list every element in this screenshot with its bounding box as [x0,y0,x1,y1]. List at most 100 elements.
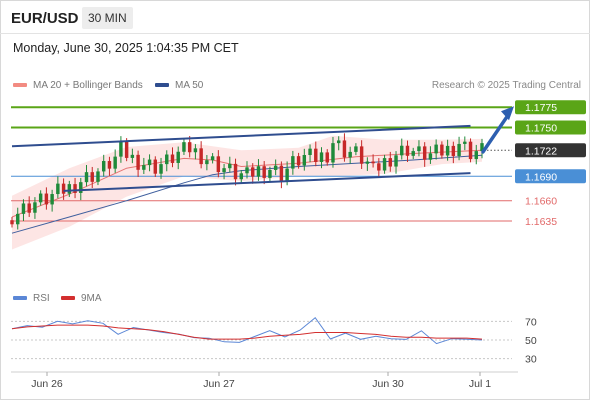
level-label-1.1722: 1.1722 [525,145,557,157]
candle-body [400,145,404,156]
x-tick-label: Jun 30 [372,378,404,390]
candle-body [119,141,123,157]
candle-body [101,161,106,172]
candle-body [463,141,467,144]
candle-body [222,168,226,173]
channel-layer [11,106,514,192]
candle-body [199,148,203,165]
ma50-label: MA 50 [175,80,204,91]
forecast-arrow-head [501,106,514,121]
symbol-title: EUR/USD [11,10,79,27]
level-label-1.1750: 1.1750 [525,123,557,135]
rsi-label: RSI [33,293,50,304]
candle-body [107,161,112,169]
candle-body [365,161,370,164]
bollinger-label: MA 20 + Bollinger Bands [33,80,143,91]
candle-body [33,202,37,213]
level-labels-layer: 1.1775 1.1750 1.1722 1.1690 1.1660 1.1635 [515,100,586,228]
timeframe-badge[interactable]: 30 MIN [82,7,133,29]
x-tick-label: Jul 1 [469,378,491,390]
candle-body [388,158,393,167]
level-badge-1.1722 [515,143,586,158]
candle-body [251,167,255,177]
candle-body [142,165,146,170]
candle-body [296,156,301,166]
candle-body [159,164,163,174]
candle-body [308,148,312,156]
bollinger-band-layer [12,135,482,250]
chart-header: EUR/USD 30 MIN [0,0,590,38]
candle-body [96,171,100,182]
x-tick-label: Jun 27 [203,378,235,390]
candle-body [325,152,329,163]
candle-body [61,183,66,194]
candle-body [50,194,54,205]
candle-body [474,151,478,160]
timestamp: Monday, June 30, 2025 1:04:35 PM CET [13,41,239,55]
candle-body [21,203,26,214]
candle-body [239,173,243,180]
candle-body [428,153,433,160]
candle-body [210,156,215,161]
credit-text: Research © 2025 Trading Central [431,80,581,91]
candle-body [468,141,473,160]
rsi-series-line-RSI [11,316,483,345]
candle-body [90,172,94,182]
candle-body [348,151,352,158]
candle-body [216,156,221,173]
candle-body [457,143,461,156]
legend-ma50: MA 50 [155,80,203,91]
candle-body [354,146,358,152]
candle-body [434,144,438,154]
candle-body [147,159,152,166]
candle-body [445,145,450,156]
candle-body [268,169,272,178]
candle-body [67,184,72,194]
candle-body [233,163,238,180]
candle-body [10,220,14,225]
candles-layer [10,133,484,230]
rsi-panel: 70 50 30 [11,316,537,366]
candle-body [480,143,484,152]
candle-body [193,148,198,153]
candle-body [411,151,415,156]
candle-body [182,142,186,152]
candle-body [84,172,89,183]
candle-body [359,146,364,164]
rsi-swatch [13,296,27,301]
candle-body [331,143,335,163]
candle-body [405,145,410,156]
candle-body [228,163,232,169]
candle-body [336,140,341,144]
channel-lower-line [63,172,471,192]
legend-bollinger: MA 20 + Bollinger Bands [13,80,143,91]
candle-body [245,167,249,174]
rsi-ma-swatch [61,296,75,301]
candle-body [113,156,117,169]
candle-body [422,146,427,160]
candle-body [262,166,266,178]
x-tick-label: Jun 26 [31,378,63,390]
x-axis: Jun 26 Jun 27 Jun 30 Jul 1 [11,371,518,390]
channel-upper-line [11,124,471,148]
candle-body [302,155,307,166]
bollinger-swatch [13,83,27,88]
rsi-series-line-9MA [11,324,483,340]
candle-body [165,154,169,165]
candle-body [394,155,398,167]
level-label-1.1635: 1.1635 [525,216,557,228]
candle-body [153,159,158,174]
candle-body [56,183,60,195]
candle-body [16,213,20,225]
candle-body [73,184,77,193]
candle-body [371,161,375,164]
candle-body [136,154,140,170]
candle-body [342,140,347,158]
candle-body [205,160,209,165]
legend-rsi-ma: 9MA [61,293,102,304]
candle-body [417,146,421,152]
candle-body [382,158,387,171]
candle-body [273,165,278,170]
level-label-1.1775: 1.1775 [525,102,557,114]
